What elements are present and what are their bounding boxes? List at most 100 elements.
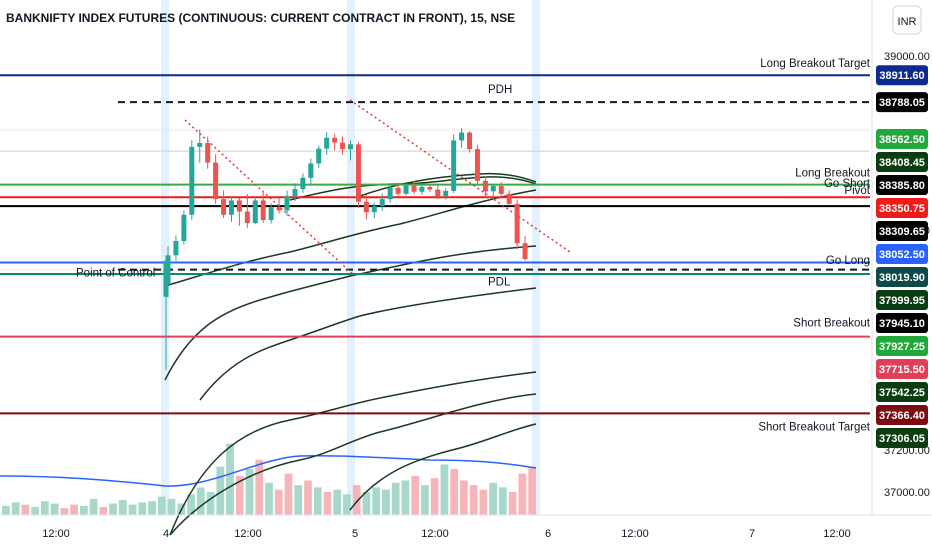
price-tag-label: 38562.50 bbox=[879, 134, 925, 146]
session-separator bbox=[161, 0, 169, 515]
volume-bar bbox=[391, 482, 400, 515]
x-tick-label: 12:00 bbox=[42, 528, 70, 540]
trend-line bbox=[184, 119, 356, 277]
x-tick-label: 12:00 bbox=[421, 528, 449, 540]
x-tick-label: 4 bbox=[163, 528, 169, 540]
price-tag: 37542.25 bbox=[876, 382, 928, 402]
price-tag-bg bbox=[876, 290, 928, 310]
volume-bar bbox=[401, 480, 410, 515]
price-tag: 38562.50 bbox=[876, 129, 928, 149]
x-tick-label: 7 bbox=[749, 528, 755, 540]
vwap-band-line bbox=[169, 393, 537, 536]
price-tag-label: 38350.75 bbox=[879, 203, 925, 215]
volume-bar bbox=[11, 502, 20, 515]
x-tick-label: 5 bbox=[352, 528, 358, 540]
volume-bar bbox=[265, 482, 273, 515]
volume-bar bbox=[128, 504, 137, 515]
candle-body bbox=[197, 143, 203, 147]
candle-body bbox=[522, 243, 528, 260]
level-label: PDH bbox=[488, 84, 512, 96]
candle-body bbox=[363, 201, 369, 213]
candle-body bbox=[387, 187, 393, 200]
price-tag: 37927.25 bbox=[876, 336, 928, 356]
x-tick-label: 12:00 bbox=[823, 528, 851, 540]
price-tag-bg bbox=[876, 92, 928, 113]
candle-body bbox=[189, 146, 195, 215]
price-tag: 37715.50 bbox=[876, 359, 928, 379]
candle-body bbox=[292, 189, 298, 197]
volume-bar bbox=[167, 498, 176, 515]
volume-bar bbox=[70, 504, 78, 515]
price-tag: 38408.45 bbox=[876, 152, 928, 172]
candle-body bbox=[252, 200, 258, 224]
candle-body bbox=[419, 186, 425, 192]
candle-body bbox=[181, 214, 187, 241]
candle-body bbox=[276, 207, 282, 211]
price-tag-bg bbox=[876, 175, 928, 195]
candle-body bbox=[340, 142, 346, 150]
price-tag-label: 38309.65 bbox=[879, 226, 925, 238]
volume-bar bbox=[362, 492, 371, 515]
candle-body bbox=[236, 200, 242, 212]
price-tag-label: 38408.45 bbox=[879, 157, 925, 169]
price-tag-bg bbox=[876, 129, 928, 149]
x-tick-label: 12:00 bbox=[234, 528, 262, 540]
volume-bar bbox=[255, 459, 264, 515]
volume-bar bbox=[440, 464, 449, 515]
candle-body bbox=[205, 143, 211, 163]
level-label: Point of Control bbox=[76, 267, 155, 279]
price-tag-bg bbox=[876, 313, 928, 333]
volume-bar bbox=[89, 498, 98, 515]
volume-bar bbox=[499, 487, 507, 515]
candle-body bbox=[213, 162, 219, 200]
candle-body bbox=[514, 203, 520, 244]
price-tag-label: 37366.40 bbox=[879, 410, 925, 422]
candles bbox=[163, 128, 528, 370]
level-label: Go Long bbox=[826, 255, 870, 267]
vwap-band-line bbox=[199, 287, 537, 401]
volume-bar bbox=[460, 480, 468, 515]
price-tag: 37945.10 bbox=[876, 313, 928, 333]
volume-bar bbox=[479, 489, 488, 515]
volume-bar bbox=[352, 485, 361, 515]
price-tag: 38019.90 bbox=[876, 267, 928, 287]
price-tag-bg bbox=[876, 267, 928, 287]
volume-bar bbox=[21, 504, 30, 515]
volume-bar bbox=[196, 487, 205, 515]
price-tags: 38911.60 38788.05 38562.50 38408.45 38385.80… bbox=[876, 65, 928, 448]
candle-body bbox=[228, 200, 234, 215]
volume-bar bbox=[333, 489, 342, 515]
level-label: Go Short bbox=[824, 178, 871, 190]
volume-bar bbox=[284, 473, 293, 515]
price-tag-bg bbox=[876, 152, 928, 172]
candle-body bbox=[490, 186, 496, 192]
level-label: Long Breakout Target bbox=[760, 58, 871, 70]
volume-bars bbox=[0, 443, 537, 515]
volume-bar bbox=[421, 485, 429, 515]
price-tag-bg bbox=[876, 198, 928, 218]
volume-bar bbox=[216, 466, 225, 515]
volume-bar bbox=[138, 502, 147, 515]
volume-bar bbox=[430, 478, 439, 515]
level-label: Pivot bbox=[844, 185, 870, 197]
vwap-band-line bbox=[349, 423, 537, 511]
volume-bar bbox=[372, 487, 381, 515]
volume-bar bbox=[79, 505, 88, 515]
candle-body bbox=[324, 137, 330, 149]
currency-badge[interactable]: INR bbox=[892, 5, 922, 35]
candle-body bbox=[260, 200, 266, 220]
price-tag-bg bbox=[876, 428, 928, 448]
price-tag-bg bbox=[876, 359, 928, 379]
price-tag-label: 37999.95 bbox=[879, 295, 925, 307]
price-tag: 37366.40 bbox=[876, 405, 928, 425]
volume-bar bbox=[518, 473, 527, 515]
volume-bar bbox=[2, 505, 10, 515]
volume-bar bbox=[274, 489, 283, 515]
price-tag-bg bbox=[876, 336, 928, 356]
volume-bar bbox=[226, 443, 234, 515]
volume-bar bbox=[109, 503, 117, 515]
candle-body bbox=[451, 140, 457, 191]
price-tag-bg bbox=[876, 221, 928, 241]
